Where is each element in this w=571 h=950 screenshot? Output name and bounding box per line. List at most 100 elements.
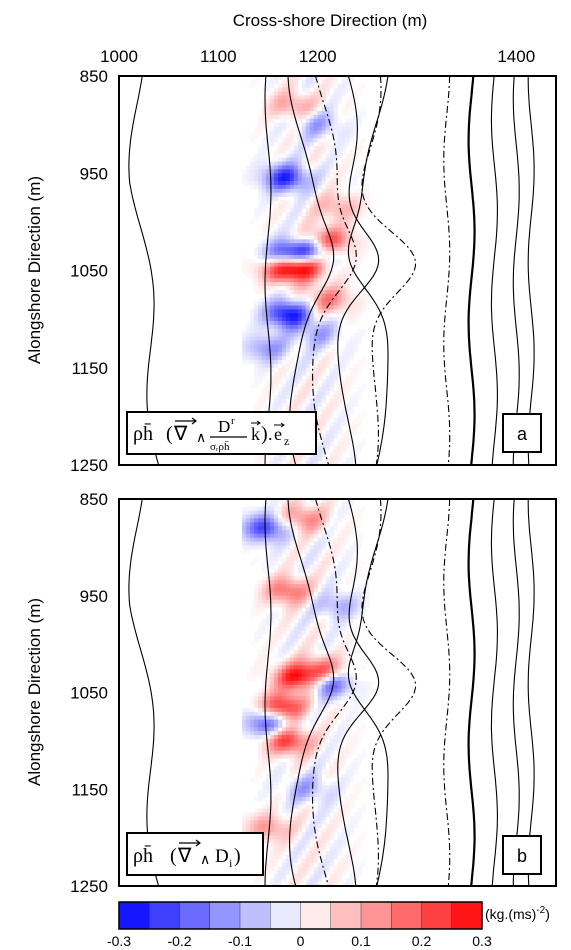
heat-cell — [309, 588, 315, 593]
heat-cell — [281, 192, 287, 197]
heat-cell — [285, 157, 291, 162]
heat-cell — [273, 371, 279, 376]
heat-cell — [297, 677, 303, 682]
heat-cell — [317, 200, 323, 205]
heat-cell — [265, 785, 271, 790]
heat-cell — [329, 750, 334, 755]
heat-cell — [317, 309, 323, 314]
heat-cell — [329, 192, 334, 197]
heat-cell — [273, 661, 279, 666]
heat-cell — [293, 851, 299, 856]
heat-cell — [250, 184, 255, 190]
heat-cell — [333, 204, 338, 209]
heat-cell — [277, 453, 283, 458]
heat-cell — [262, 793, 267, 798]
heat-cell — [305, 289, 311, 295]
heat-cell — [341, 661, 346, 666]
heat-cell — [281, 653, 287, 659]
heat-cell — [313, 200, 319, 205]
heat-cell — [321, 336, 326, 341]
heat-cell — [297, 200, 303, 205]
heat-cell — [269, 293, 275, 299]
heat-cell — [333, 114, 338, 120]
heat-cell — [341, 622, 346, 628]
heat-cell — [325, 607, 330, 612]
heat-cell — [309, 153, 315, 159]
heat-cell — [341, 839, 346, 844]
heat-cell — [289, 696, 295, 701]
heat-cell — [273, 212, 279, 217]
heat-cell — [285, 514, 291, 519]
heat-cell — [297, 878, 303, 883]
heat-cell — [305, 169, 311, 174]
heat-cell — [345, 622, 350, 628]
heat-cell — [305, 114, 311, 120]
heat-cell — [289, 506, 295, 512]
heat-cell — [333, 99, 338, 104]
heat-cell — [301, 522, 307, 527]
heat-cell — [273, 568, 279, 573]
heat-cell — [337, 293, 342, 299]
heat-cell — [277, 122, 283, 127]
heat-cell — [293, 239, 299, 244]
heat-cell — [329, 356, 334, 361]
heat-cell — [349, 499, 354, 504]
heat-cell — [277, 584, 283, 589]
heat-cell — [345, 533, 350, 539]
heat-cell — [289, 258, 295, 264]
heat-cell — [321, 591, 326, 597]
heat-cell — [246, 352, 251, 357]
heat-cell — [329, 816, 334, 821]
heat-cell — [329, 383, 334, 388]
heat-cell — [309, 402, 315, 408]
heat-cell — [357, 254, 362, 260]
heat-cell — [321, 208, 326, 213]
heat-cell — [269, 184, 275, 190]
heat-cell — [341, 169, 346, 174]
heat-cell — [341, 367, 346, 373]
heat-cell — [297, 588, 303, 593]
heat-cell — [301, 383, 307, 388]
heat-cell — [333, 134, 338, 139]
heat-cell — [333, 262, 338, 268]
heat-cell — [277, 212, 283, 217]
heat-cell — [345, 387, 350, 392]
heat-cell — [333, 247, 338, 252]
heat-cell — [305, 103, 311, 108]
heat-cell — [297, 618, 303, 624]
heat-cell — [369, 235, 374, 240]
heat-cell — [333, 866, 338, 871]
heat-cell — [325, 603, 330, 608]
heat-cell — [337, 394, 342, 400]
heat-cell — [265, 138, 271, 143]
heat-cell — [262, 270, 267, 275]
heat-cell — [317, 126, 323, 131]
heat-cell — [258, 254, 263, 260]
heat-cell — [317, 785, 323, 790]
heat-cell — [297, 309, 303, 314]
heat-cell — [305, 622, 311, 628]
heat-cell — [321, 181, 326, 186]
heat-cell — [333, 820, 338, 825]
heat-cell — [313, 758, 319, 763]
heat-cell — [321, 684, 326, 690]
heat-cell — [281, 731, 287, 736]
heat-cell — [277, 262, 283, 268]
heat-cell — [269, 383, 275, 388]
heat-cell — [345, 738, 350, 744]
heat-cell — [297, 692, 303, 697]
heat-cell — [277, 235, 283, 240]
heat-cell — [337, 91, 342, 96]
heat-cell — [353, 820, 358, 825]
heat-cell — [265, 526, 271, 531]
heat-cell — [317, 177, 323, 182]
paren-close-b: ) — [234, 845, 241, 867]
heat-cell — [269, 305, 275, 310]
heat-cell — [325, 576, 330, 581]
heat-cell — [361, 247, 366, 252]
heat-cell — [285, 533, 291, 539]
bathymetry-contours-a — [128, 76, 535, 465]
heat-cell — [333, 402, 338, 408]
heat-cell — [313, 588, 319, 593]
heat-cell — [265, 789, 271, 794]
